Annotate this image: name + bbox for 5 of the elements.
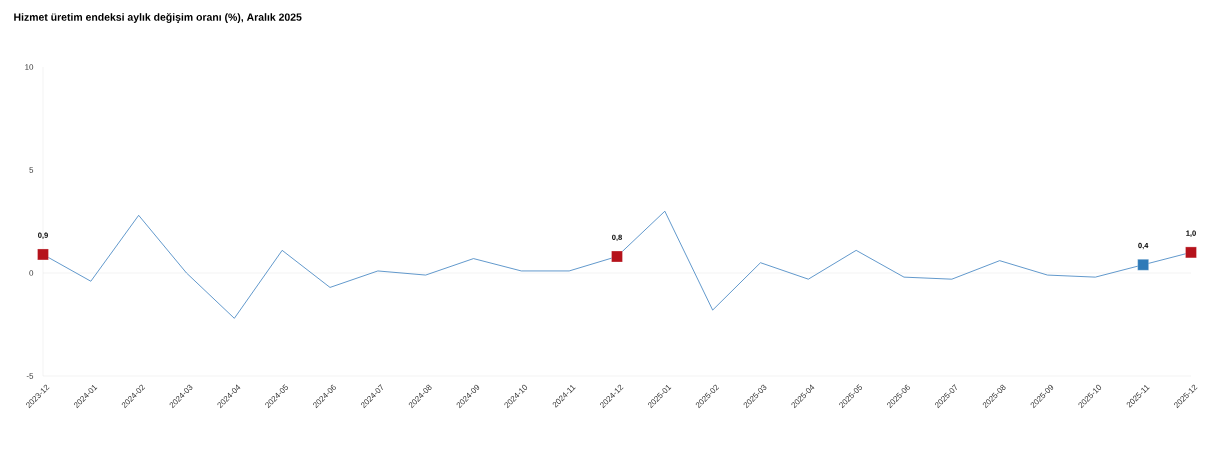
point xyxy=(611,250,623,263)
chart-title: Hizmet üretim endeksi aylık değişim oranı (%), Aralık 2025 xyxy=(14,13,302,23)
point xyxy=(37,248,49,261)
point xyxy=(1137,259,1149,271)
point xyxy=(1185,246,1197,259)
